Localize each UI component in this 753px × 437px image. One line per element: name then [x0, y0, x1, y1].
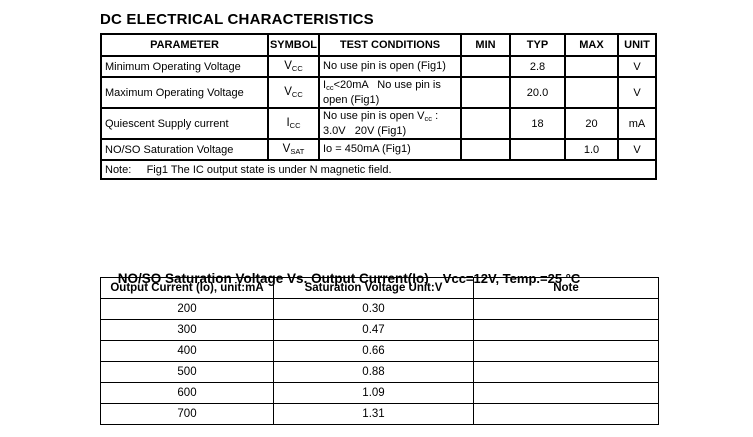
col-header-test-conditions: TEST CONDITIONS — [318, 33, 462, 57]
typ-cell: 2.8 — [509, 55, 566, 78]
min-cell — [460, 55, 511, 78]
table-row: 300 0.47 — [100, 319, 659, 341]
symbol-text: VSAT — [282, 143, 305, 157]
symbol-cell: ICC — [267, 107, 320, 140]
note-row: Note: Fig1 The IC output state is under … — [100, 159, 657, 180]
current-cell: 700 — [100, 403, 274, 425]
col-header-output-current: Output Current (Io), unit:mA — [100, 277, 274, 299]
col-header-saturation-voltage: Saturation Voltage Unit:V — [273, 277, 474, 299]
current-cell: 400 — [100, 340, 274, 362]
note-cell — [473, 340, 659, 362]
table2-header-row: Output Current (Io), unit:mA Saturation … — [100, 277, 659, 299]
max-cell — [564, 55, 619, 78]
current-cell: 300 — [100, 319, 274, 341]
note-cell — [473, 403, 659, 425]
current-cell: 200 — [100, 298, 274, 320]
col-header-note: Note — [473, 277, 659, 299]
note-cell — [473, 382, 659, 404]
test-conditions-cell: No use pin is open (Fig1) — [318, 55, 462, 78]
max-cell: 1.0 — [564, 138, 619, 161]
voltage-cell: 0.47 — [273, 319, 474, 341]
unit-cell: V — [617, 138, 657, 161]
table-row: 700 1.31 — [100, 403, 659, 425]
symbol-text: VCC — [284, 86, 303, 100]
typ-cell: 20.0 — [509, 76, 566, 109]
unit-cell: V — [617, 55, 657, 78]
table-row: 400 0.66 — [100, 340, 659, 362]
min-cell — [460, 107, 511, 140]
min-cell — [460, 138, 511, 161]
table-row: Maximum Operating Voltage VCC Icc<20mA N… — [100, 76, 657, 109]
voltage-cell: 0.88 — [273, 361, 474, 383]
current-cell: 500 — [100, 361, 274, 383]
note-cell — [473, 298, 659, 320]
voltage-cell: 1.31 — [273, 403, 474, 425]
current-cell: 600 — [100, 382, 274, 404]
test-conditions-cell: No use pin is open Vcc : 3.0V 20V (Fig1) — [318, 107, 462, 140]
symbol-cell: VCC — [267, 76, 320, 109]
col-header-typ: TYP — [509, 33, 566, 57]
note-text: Note: Fig1 The IC output state is under … — [100, 159, 657, 180]
symbol-text: VCC — [284, 60, 303, 74]
parameter-cell: Maximum Operating Voltage — [100, 76, 269, 109]
symbol-cell: VCC — [267, 55, 320, 78]
note-cell — [473, 319, 659, 341]
min-cell — [460, 76, 511, 109]
typ-cell — [509, 138, 566, 161]
voltage-cell: 0.66 — [273, 340, 474, 362]
col-header-max: MAX — [564, 33, 619, 57]
col-header-symbol: SYMBOL — [267, 33, 320, 57]
table1-header-row: PARAMETER SYMBOL TEST CONDITIONS MIN TYP… — [100, 33, 657, 57]
unit-cell: V — [617, 76, 657, 109]
parameter-cell: Quiescent Supply current — [100, 107, 269, 140]
typ-cell: 18 — [509, 107, 566, 140]
table-row: NO/SO Saturation Voltage VSAT Io = 450mA… — [100, 138, 657, 161]
max-cell — [564, 76, 619, 109]
col-header-parameter: PARAMETER — [100, 33, 269, 57]
table-row: 600 1.09 — [100, 382, 659, 404]
dc-characteristics-title: DC ELECTRICAL CHARACTERISTICS — [100, 11, 374, 28]
note-cell — [473, 361, 659, 383]
max-cell: 20 — [564, 107, 619, 140]
col-header-unit: UNIT — [617, 33, 657, 57]
parameter-cell: NO/SO Saturation Voltage — [100, 138, 269, 161]
saturation-voltage-table: Output Current (Io), unit:mA Saturation … — [100, 277, 659, 425]
symbol-cell: VSAT — [267, 138, 320, 161]
voltage-cell: 0.30 — [273, 298, 474, 320]
col-header-min: MIN — [460, 33, 511, 57]
table-row: 500 0.88 — [100, 361, 659, 383]
table-row: Quiescent Supply current ICC No use pin … — [100, 107, 657, 140]
table-row: 200 0.30 — [100, 298, 659, 320]
symbol-text: ICC — [286, 117, 301, 131]
parameter-cell: Minimum Operating Voltage — [100, 55, 269, 78]
unit-cell: mA — [617, 107, 657, 140]
table-row: Minimum Operating Voltage VCC No use pin… — [100, 55, 657, 78]
test-conditions-cell: Io = 450mA (Fig1) — [318, 138, 462, 161]
dc-characteristics-table: PARAMETER SYMBOL TEST CONDITIONS MIN TYP… — [100, 33, 657, 180]
voltage-cell: 1.09 — [273, 382, 474, 404]
test-conditions-cell: Icc<20mA No use pin is open (Fig1) — [318, 76, 462, 109]
